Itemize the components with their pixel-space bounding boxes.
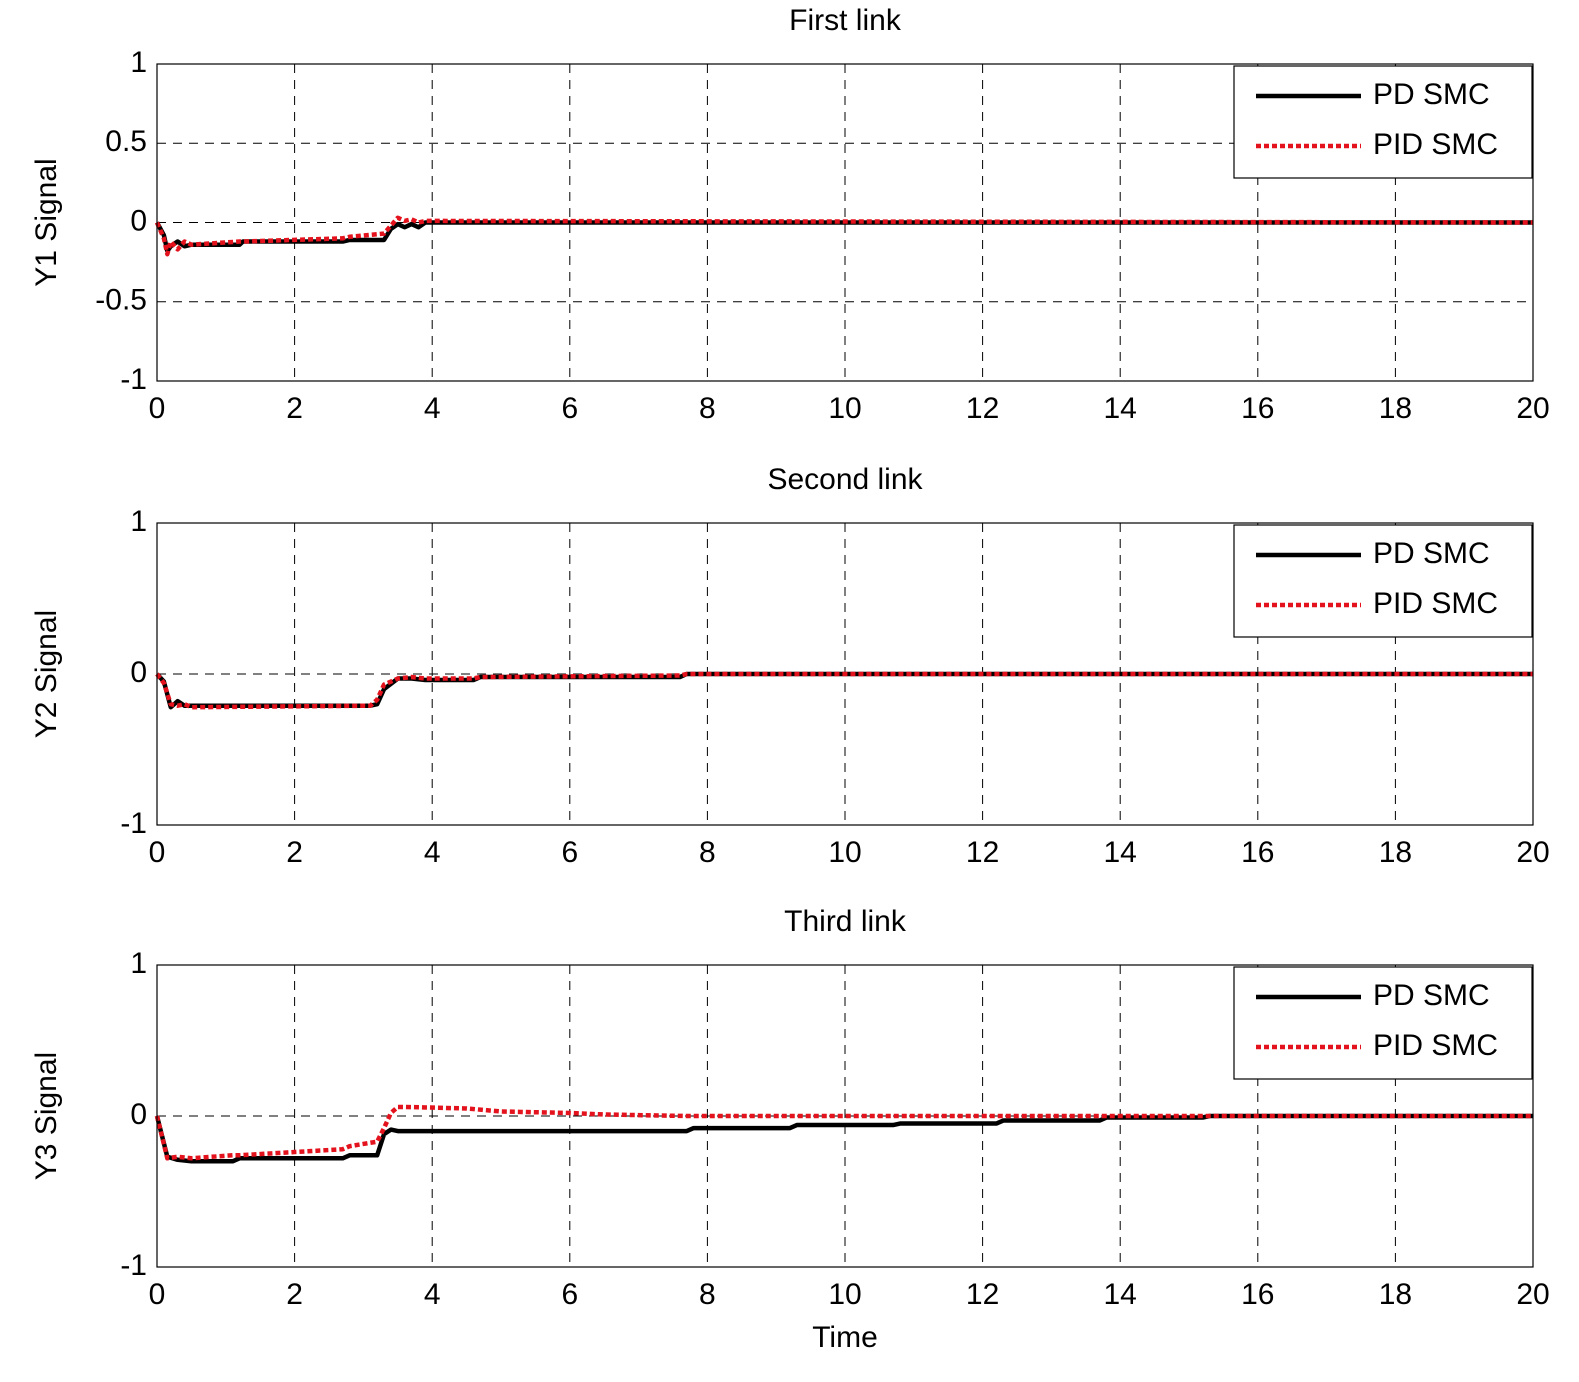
- axes-box: [156, 63, 1534, 382]
- chart-title: First link: [789, 4, 902, 37]
- x-tick-label: 4: [424, 1278, 441, 1311]
- x-tick-label: 10: [828, 392, 861, 425]
- line-series: [155, 671, 1533, 710]
- x-tick-label: 16: [1241, 392, 1274, 425]
- x-tick-label: 20: [1516, 1278, 1549, 1311]
- axes-box: [156, 522, 1534, 826]
- legend-box: [1233, 524, 1533, 638]
- legend-label: PID SMC: [1373, 587, 1498, 620]
- x-axis-label: Time: [812, 1321, 878, 1354]
- y-tick-label: -1: [120, 1249, 147, 1282]
- legend-label: PD SMC: [1373, 78, 1490, 111]
- x-tick-label: 18: [1379, 836, 1412, 869]
- x-tick-label: 10: [828, 836, 861, 869]
- y-tick-label: 0: [130, 656, 147, 689]
- x-tick-label: 14: [1104, 392, 1137, 425]
- line-series: [154, 1113, 1533, 1164]
- x-tick-label: 6: [561, 836, 578, 869]
- y-axis-label: Y3 Signal: [30, 1052, 63, 1180]
- x-tick-label: 12: [966, 392, 999, 425]
- y-tick-label: -0.5: [95, 284, 147, 317]
- legend-label: PD SMC: [1373, 537, 1490, 570]
- axes-box: [156, 964, 1534, 1268]
- y-tick-label: -1: [120, 807, 147, 840]
- x-tick-label: 14: [1104, 836, 1137, 869]
- x-tick-label: 12: [966, 1278, 999, 1311]
- x-tick-label: 4: [424, 836, 441, 869]
- y-tick-label: 1: [130, 505, 147, 538]
- x-tick-label: 8: [699, 392, 716, 425]
- x-tick-label: 20: [1516, 836, 1549, 869]
- x-tick-label: 2: [286, 392, 303, 425]
- y-tick-label: 0: [130, 1098, 147, 1131]
- x-tick-label: 6: [561, 392, 578, 425]
- chart-title: Second link: [767, 463, 923, 496]
- line-series: [154, 1104, 1533, 1161]
- x-tick-label: 8: [699, 1278, 716, 1311]
- line-series: [154, 215, 1534, 257]
- chart-title: Third link: [784, 905, 907, 938]
- x-tick-label: 16: [1241, 1278, 1274, 1311]
- x-tick-label: 4: [424, 392, 441, 425]
- x-tick-label: 18: [1379, 392, 1412, 425]
- x-tick-label: 16: [1241, 836, 1274, 869]
- y-tick-label: 0: [130, 204, 147, 237]
- x-tick-label: 6: [561, 1278, 578, 1311]
- y-tick-label: 1: [130, 46, 147, 79]
- y-tick-label: -1: [120, 363, 147, 396]
- x-tick-label: 12: [966, 836, 999, 869]
- x-tick-label: 0: [149, 1278, 166, 1311]
- x-tick-label: 10: [828, 1278, 861, 1311]
- x-tick-label: 8: [699, 836, 716, 869]
- legend-box: [1233, 966, 1533, 1080]
- y-axis-label: Y2 Signal: [30, 610, 63, 738]
- x-tick-label: 2: [286, 1278, 303, 1311]
- x-tick-label: 20: [1516, 392, 1549, 425]
- y-tick-label: 1: [130, 947, 147, 980]
- y-tick-label: 0.5: [105, 125, 147, 158]
- legend-label: PID SMC: [1373, 128, 1498, 161]
- legend-box: [1233, 65, 1533, 179]
- x-tick-label: 0: [149, 836, 166, 869]
- legend-label: PD SMC: [1373, 979, 1490, 1012]
- x-tick-label: 2: [286, 836, 303, 869]
- x-tick-label: 14: [1104, 1278, 1137, 1311]
- x-tick-label: 0: [149, 392, 166, 425]
- legend-label: PID SMC: [1373, 1029, 1498, 1062]
- x-tick-label: 18: [1379, 1278, 1412, 1311]
- y-axis-label: Y1 Signal: [30, 158, 63, 286]
